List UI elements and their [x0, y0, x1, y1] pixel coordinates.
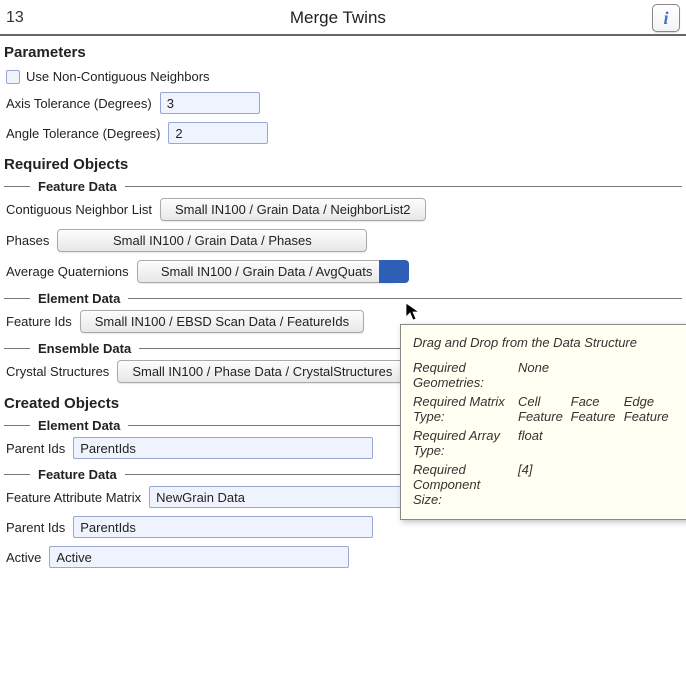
tooltip-heading: Drag and Drop from the Data Structure	[413, 335, 677, 350]
parent-ids-input[interactable]	[73, 437, 373, 459]
axis-tolerance-input[interactable]	[160, 92, 260, 114]
tooltip-mtype-key: Required Matrix Type:	[413, 392, 518, 426]
feature-ids-label: Feature Ids	[6, 314, 72, 329]
info-icon: i	[663, 8, 668, 29]
info-button[interactable]: i	[652, 4, 680, 32]
parent-ids-2-input[interactable]	[73, 516, 373, 538]
phases-label: Phases	[6, 233, 49, 248]
filter-index: 13	[6, 9, 24, 27]
feature-ids-selector[interactable]: Small IN100 / EBSD Scan Data / FeatureId…	[80, 310, 364, 333]
feature-attr-matrix-label: Feature Attribute Matrix	[6, 490, 141, 505]
ensemble-data-subheading: Ensemble Data	[38, 341, 131, 356]
created-feature-data-subheading: Feature Data	[38, 467, 117, 482]
parameters-heading: Parameters	[0, 36, 686, 63]
feature-data-subheading: Feature Data	[38, 179, 117, 194]
neighbor-list-label: Contiguous Neighbor List	[6, 202, 152, 217]
tooltip-arrtype-val: float	[518, 426, 677, 460]
use-noncontiguous-checkbox[interactable]	[6, 70, 20, 84]
element-data-subheading: Element Data	[38, 291, 120, 306]
filter-title: Merge Twins	[24, 8, 652, 28]
tooltip-comp-key: Required Component Size:	[413, 460, 518, 509]
tooltip-geom-key: Required Geometries:	[413, 358, 518, 392]
drop-tooltip: Drag and Drop from the Data Structure Re…	[400, 324, 686, 520]
tooltip-geom-val: None	[518, 358, 677, 392]
angle-tolerance-label: Angle Tolerance (Degrees)	[6, 126, 160, 141]
use-noncontiguous-label: Use Non-Contiguous Neighbors	[26, 69, 210, 84]
parent-ids-label: Parent Ids	[6, 441, 65, 456]
tooltip-mtype-val1: Cell Feature	[518, 392, 571, 426]
avg-quaternions-selector[interactable]: Small IN100 / Grain Data / AvgQuats	[137, 260, 397, 283]
avg-quaternions-label: Average Quaternions	[6, 264, 129, 279]
created-element-data-subheading: Element Data	[38, 418, 120, 433]
crystal-structures-selector[interactable]: Small IN100 / Phase Data / CrystalStruct…	[117, 360, 407, 383]
crystal-structures-label: Crystal Structures	[6, 364, 109, 379]
angle-tolerance-input[interactable]	[168, 122, 268, 144]
feature-attr-matrix-input[interactable]	[149, 486, 429, 508]
drop-highlight	[379, 260, 409, 283]
tooltip-arrtype-key: Required Array Type:	[413, 426, 518, 460]
tooltip-mtype-val3: Edge Feature	[624, 392, 677, 426]
tooltip-mtype-val2: Face Feature	[571, 392, 624, 426]
axis-tolerance-label: Axis Tolerance (Degrees)	[6, 96, 152, 111]
tooltip-comp-val: [4]	[518, 460, 677, 509]
neighbor-list-selector[interactable]: Small IN100 / Grain Data / NeighborList2	[160, 198, 426, 221]
active-label: Active	[6, 550, 41, 565]
phases-selector[interactable]: Small IN100 / Grain Data / Phases	[57, 229, 367, 252]
parent-ids-2-label: Parent Ids	[6, 520, 65, 535]
active-input[interactable]	[49, 546, 349, 568]
required-objects-heading: Required Objects	[0, 148, 686, 175]
